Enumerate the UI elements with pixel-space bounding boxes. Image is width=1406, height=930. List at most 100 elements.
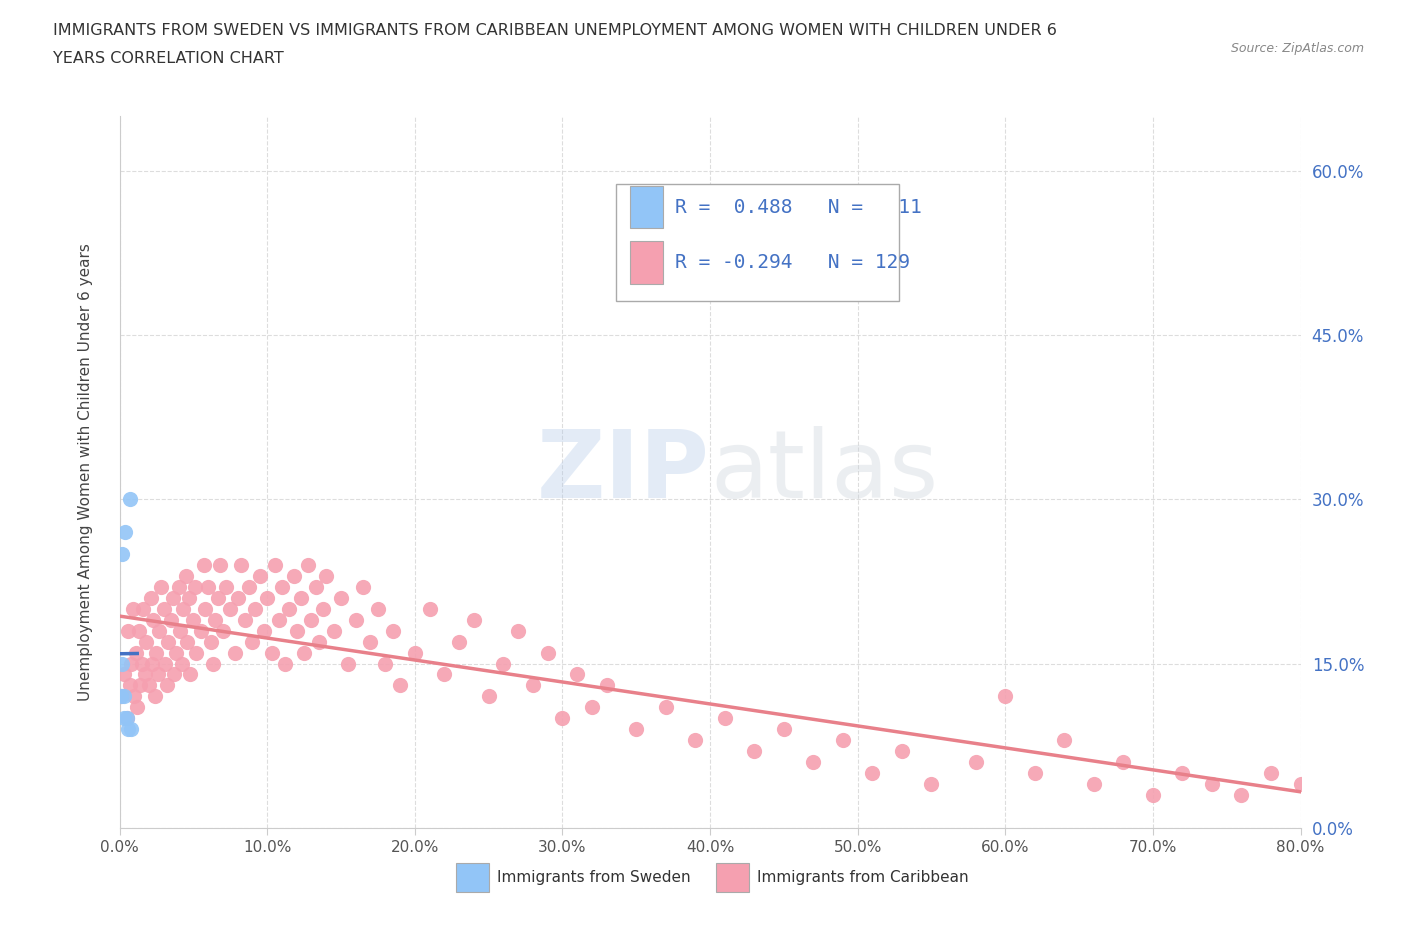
- Point: [381, 623, 404, 638]
- Point: [132, 602, 155, 617]
- Point: [121, 602, 143, 617]
- FancyBboxPatch shape: [616, 184, 898, 301]
- Point: [135, 634, 157, 649]
- Point: [138, 678, 160, 693]
- Point: [112, 711, 135, 725]
- Bar: [630, 186, 662, 229]
- Bar: [630, 241, 662, 284]
- Point: [1112, 754, 1135, 769]
- Point: [290, 591, 312, 605]
- Point: [134, 667, 156, 682]
- Point: [165, 645, 187, 660]
- Point: [238, 579, 260, 594]
- Point: [655, 700, 678, 715]
- Point: [157, 634, 180, 649]
- Point: [921, 777, 943, 791]
- Point: [551, 711, 574, 725]
- Text: R = -0.294   N = 129: R = -0.294 N = 129: [675, 253, 910, 272]
- Point: [118, 492, 141, 507]
- Point: [120, 722, 142, 737]
- Point: [179, 667, 201, 682]
- Text: Immigrants from Caribbean: Immigrants from Caribbean: [758, 870, 969, 885]
- Text: IMMIGRANTS FROM SWEDEN VS IMMIGRANTS FROM CARIBBEAN UNEMPLOYMENT AMONG WOMEN WIT: IMMIGRANTS FROM SWEDEN VS IMMIGRANTS FRO…: [53, 23, 1057, 38]
- Point: [120, 656, 142, 671]
- Point: [463, 612, 485, 627]
- Point: [111, 656, 134, 671]
- Text: Immigrants from Sweden: Immigrants from Sweden: [498, 870, 692, 885]
- Point: [249, 568, 271, 583]
- Point: [169, 623, 191, 638]
- Point: [1289, 777, 1312, 791]
- Point: [224, 645, 246, 660]
- Point: [117, 623, 139, 638]
- Point: [110, 689, 132, 704]
- Point: [312, 602, 335, 617]
- Point: [193, 558, 215, 573]
- Point: [112, 689, 135, 704]
- Point: [156, 678, 179, 693]
- Point: [1024, 765, 1046, 780]
- Point: [447, 634, 470, 649]
- Text: atlas: atlas: [710, 426, 938, 518]
- Point: [965, 754, 987, 769]
- Point: [170, 656, 193, 671]
- Point: [292, 645, 315, 660]
- Point: [713, 711, 737, 725]
- Point: [278, 602, 301, 617]
- Point: [1201, 777, 1223, 791]
- Point: [1053, 733, 1076, 748]
- Point: [388, 678, 412, 693]
- Point: [260, 645, 283, 660]
- Point: [253, 623, 276, 638]
- Point: [522, 678, 544, 693]
- Point: [477, 689, 501, 704]
- Point: [267, 612, 290, 627]
- Point: [596, 678, 619, 693]
- Point: [322, 623, 344, 638]
- Point: [315, 568, 337, 583]
- Point: [301, 612, 323, 627]
- Point: [141, 656, 163, 671]
- Point: [374, 656, 396, 671]
- Point: [204, 612, 226, 627]
- Point: [118, 678, 141, 693]
- Point: [111, 547, 134, 562]
- Point: [219, 602, 242, 617]
- Point: [1230, 788, 1253, 803]
- Point: [433, 667, 456, 682]
- Point: [285, 623, 308, 638]
- Point: [162, 591, 184, 605]
- Point: [186, 645, 208, 660]
- Point: [242, 634, 264, 649]
- Point: [194, 602, 217, 617]
- Text: YEARS CORRELATION CHART: YEARS CORRELATION CHART: [53, 51, 284, 66]
- Point: [143, 689, 166, 704]
- Point: [891, 744, 914, 759]
- Bar: [456, 863, 489, 892]
- Point: [506, 623, 529, 638]
- Point: [1171, 765, 1194, 780]
- Point: [263, 558, 285, 573]
- Point: [297, 558, 319, 573]
- Point: [846, 273, 869, 288]
- Point: [270, 579, 294, 594]
- Point: [174, 568, 197, 583]
- Point: [565, 667, 589, 682]
- Point: [404, 645, 426, 660]
- Point: [274, 656, 297, 671]
- Text: R =  0.488   N =   11: R = 0.488 N = 11: [675, 197, 921, 217]
- Point: [145, 645, 167, 660]
- Point: [360, 634, 382, 649]
- Point: [183, 612, 205, 627]
- Point: [352, 579, 374, 594]
- Point: [124, 689, 146, 704]
- Point: [329, 591, 352, 605]
- Text: ZIP: ZIP: [537, 426, 710, 518]
- Point: [190, 623, 212, 638]
- Point: [142, 612, 165, 627]
- Point: [344, 612, 367, 627]
- Point: [492, 656, 515, 671]
- Point: [208, 558, 231, 573]
- Point: [149, 579, 172, 594]
- Point: [256, 591, 278, 605]
